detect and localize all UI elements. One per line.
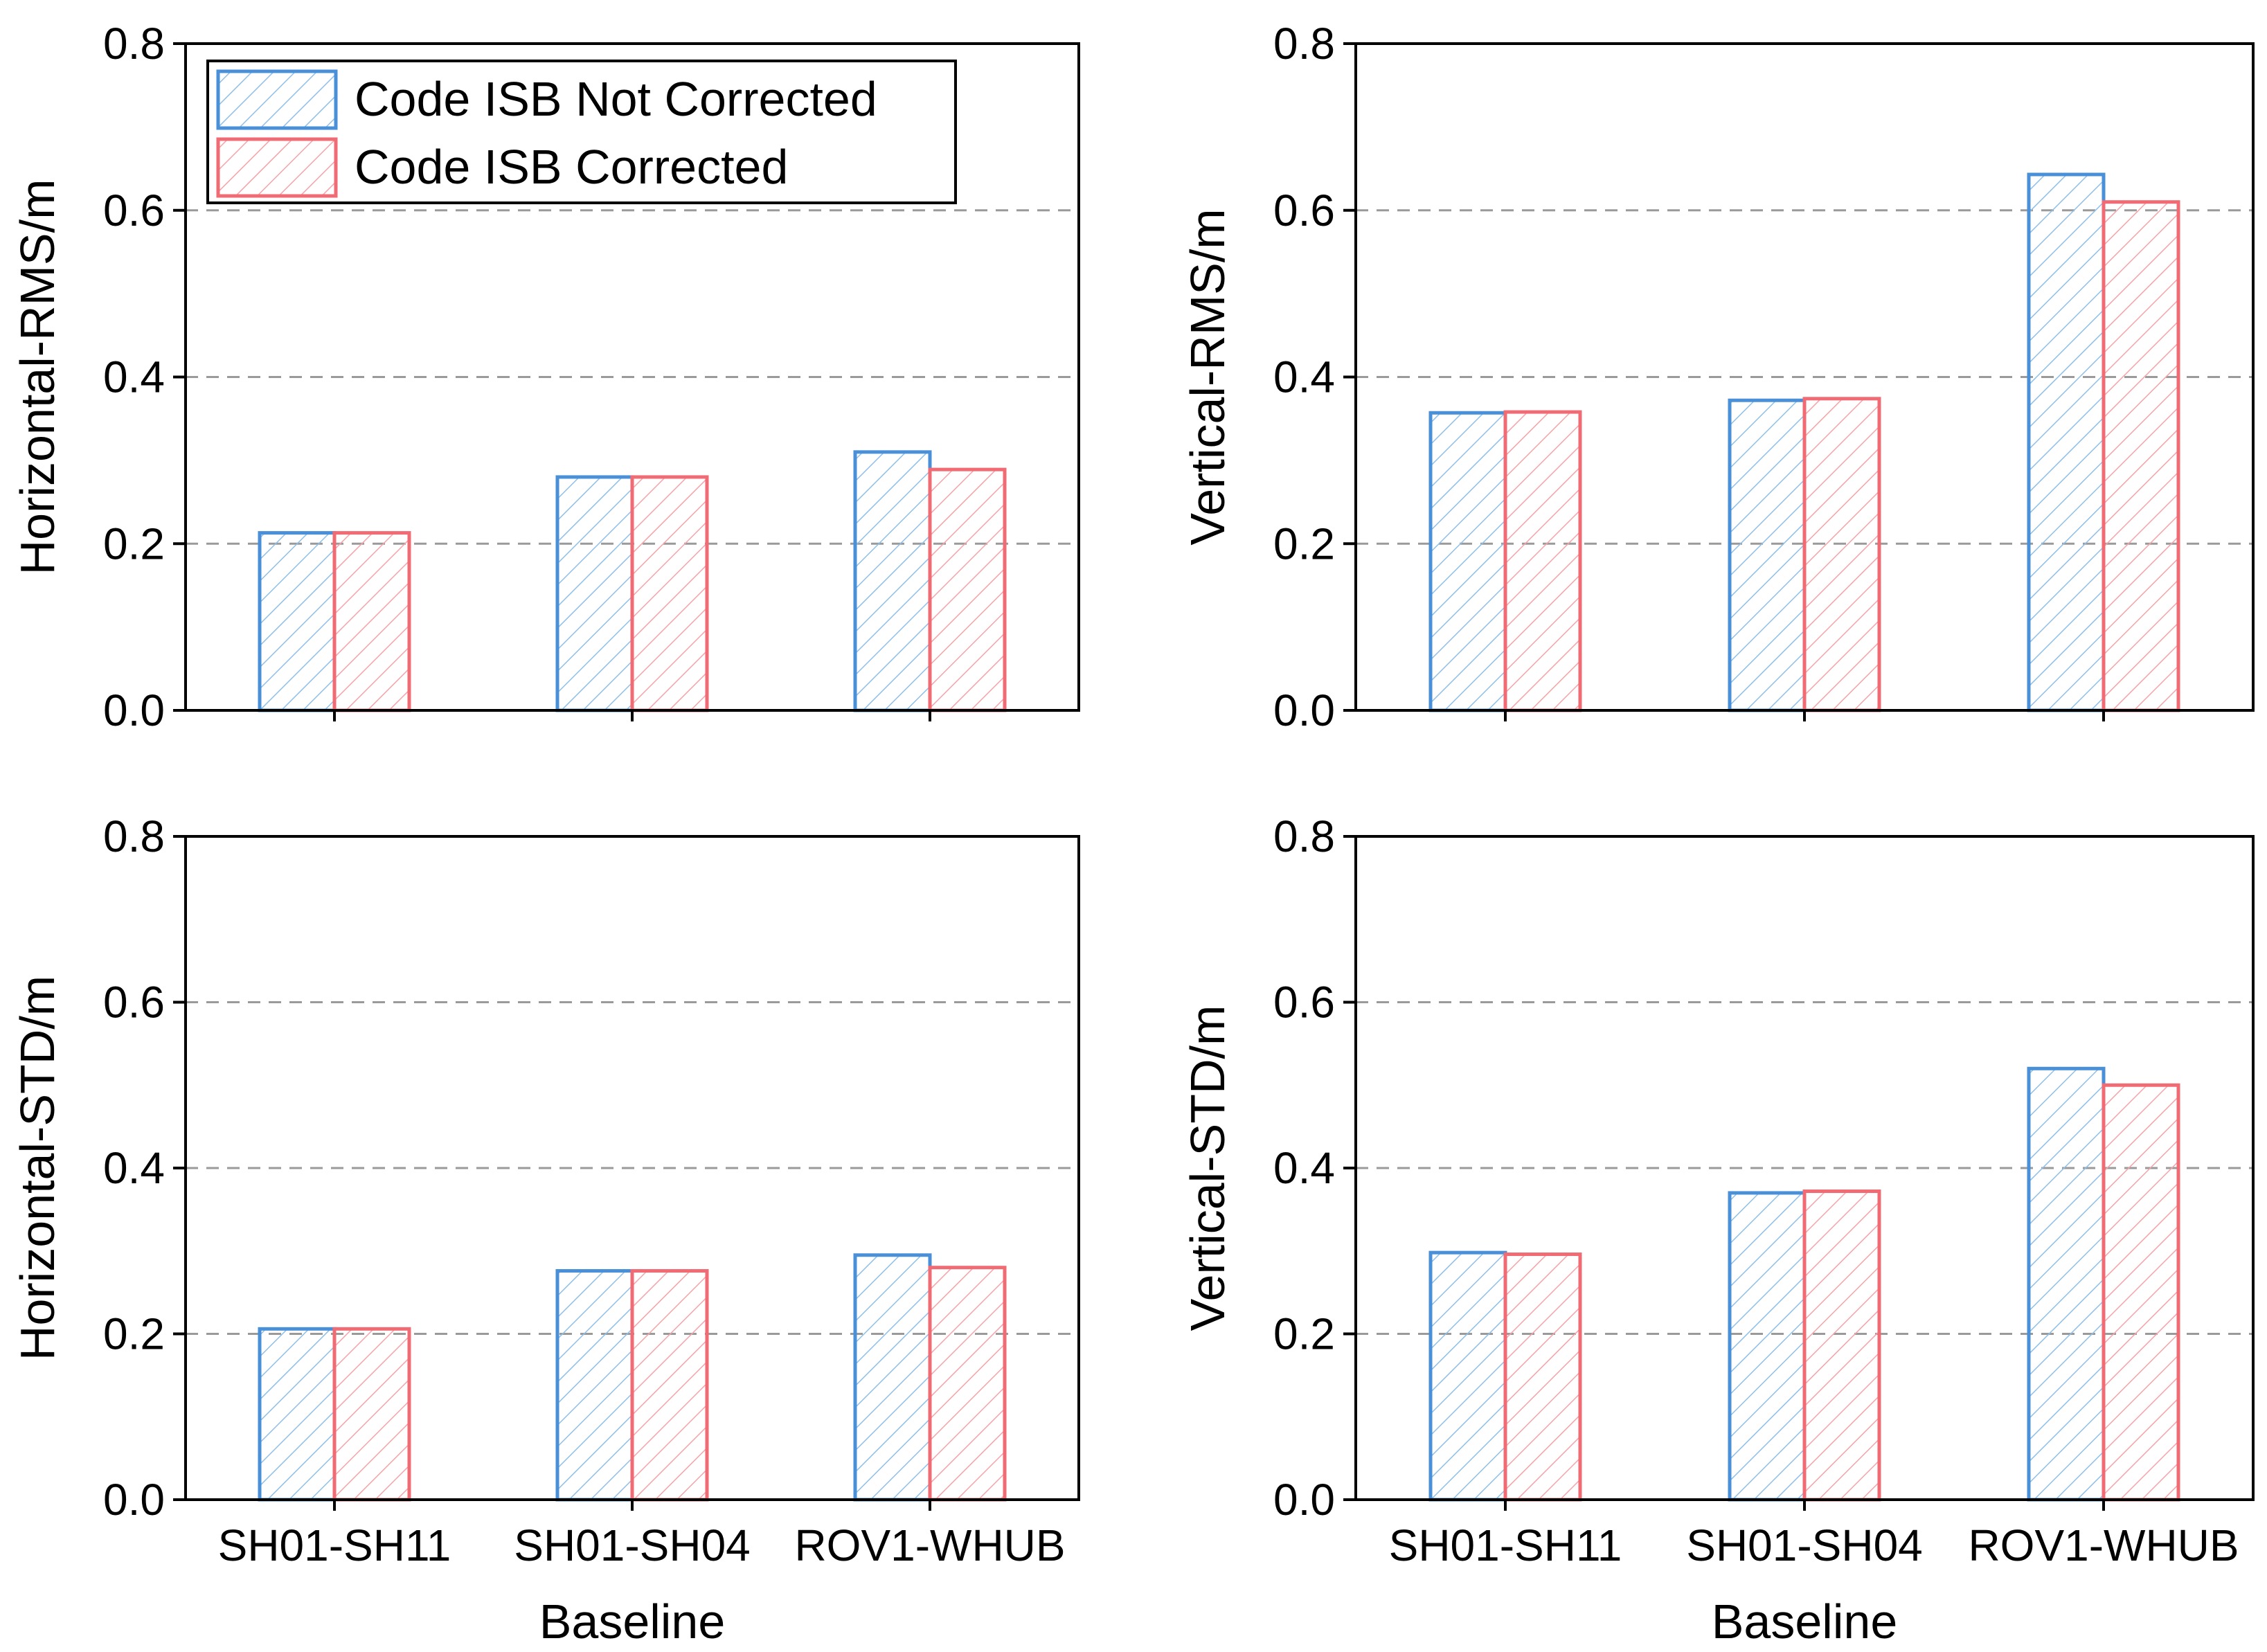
- bar-not-corrected-sh01-sh11: [258, 531, 337, 712]
- bar-not-corrected-rov1-whub: [2027, 172, 2106, 712]
- bar-not-corrected-rov1-whub: [853, 1253, 932, 1502]
- y-tick-label: 0.4: [1273, 1143, 1335, 1193]
- y-axis-title: Horizontal-RMS/m: [10, 179, 64, 575]
- x-tick-label: SH01-SH04: [1686, 1520, 1923, 1570]
- bar-corrected-sh01-sh11: [1503, 410, 1582, 712]
- bar-corrected-rov1-whub: [2102, 200, 2180, 712]
- y-tick-label: 0.6: [1273, 186, 1335, 235]
- y-tick-label: 0.6: [103, 186, 165, 235]
- legend-label: Code ISB Not Corrected: [355, 72, 877, 126]
- bar-corrected-rov1-whub: [928, 467, 1007, 712]
- bar-not-corrected-rov1-whub: [853, 450, 932, 712]
- x-tick-label: SH01-SH04: [514, 1520, 751, 1570]
- y-tick-label: 0.0: [1273, 1475, 1335, 1525]
- bar-corrected-sh01-sh11: [332, 531, 411, 712]
- y-tick-label: 0.4: [103, 1143, 165, 1193]
- y-tick-label: 0.6: [103, 978, 165, 1027]
- y-axis-title: Horizontal-STD/m: [10, 976, 64, 1361]
- bar-not-corrected-sh01-sh04: [1728, 1191, 1807, 1502]
- y-tick-label: 0.8: [1273, 19, 1335, 69]
- y-tick-label: 0.6: [1273, 978, 1335, 1027]
- bar-corrected-sh01-sh04: [630, 475, 709, 712]
- y-axis-title: Vertical-STD/m: [1181, 1005, 1235, 1331]
- bar-not-corrected-sh01-sh04: [555, 1268, 634, 1502]
- y-tick-label: 0.2: [103, 1309, 165, 1359]
- bar-not-corrected-sh01-sh11: [1428, 411, 1507, 712]
- y-tick-label: 0.4: [103, 352, 165, 402]
- bar-corrected-sh01-sh04: [630, 1268, 709, 1502]
- bar-corrected-sh01-sh11: [1503, 1253, 1582, 1502]
- chart-panel-bottom-right: 0.0 0.2 0.4 0.6 0.8 SH01-SH11 SH01-SH04 ROV1-WH…: [1181, 811, 2255, 1649]
- legend: Code ISB Not Corrected Code ISB Corrected: [206, 60, 957, 204]
- y-tick-label: 0.2: [103, 519, 165, 568]
- bar-corrected-sh01-sh04: [1802, 397, 1881, 712]
- y-axis-title: Vertical-RMS/m: [1181, 208, 1235, 545]
- y-tick-label: 0.0: [1273, 685, 1335, 735]
- y-tick-label: 0.8: [1273, 811, 1335, 861]
- bar-corrected-sh01-sh11: [332, 1327, 411, 1502]
- y-tick-label: 0.8: [103, 811, 165, 861]
- chart-panel-top-left: 0.0 0.2 0.4 0.6 0.8 Horizontal-RMS/m: [10, 19, 1080, 735]
- bar-not-corrected-rov1-whub: [2027, 1066, 2106, 1502]
- x-axis-title: Baseline: [539, 1595, 726, 1649]
- y-tick-label: 0.4: [1273, 352, 1335, 402]
- legend-swatch-not-corrected: [216, 69, 338, 130]
- y-tick-label: 0.0: [103, 685, 165, 735]
- bar-not-corrected-sh01-sh11: [1428, 1250, 1507, 1502]
- x-tick-label: ROV1-WHUB: [1968, 1520, 2239, 1570]
- y-tick-label: 0.2: [1273, 1309, 1335, 1359]
- bar-not-corrected-sh01-sh04: [555, 475, 634, 712]
- legend-swatch-corrected: [216, 137, 338, 198]
- y-tick-label: 0.8: [103, 19, 165, 69]
- x-axis-title: Baseline: [1712, 1595, 1898, 1649]
- x-tick-label: ROV1-WHUB: [794, 1520, 1065, 1570]
- bar-corrected-rov1-whub: [2102, 1083, 2180, 1502]
- legend-label: Code ISB Corrected: [355, 140, 788, 194]
- bar-not-corrected-sh01-sh11: [258, 1327, 337, 1502]
- x-tick-label: SH01-SH11: [218, 1520, 451, 1570]
- x-tick-label: SH01-SH11: [1389, 1520, 1622, 1570]
- chart-panel-top-right: 0.0 0.2 0.4 0.6 0.8 Vertical-RMS/m: [1181, 19, 2255, 735]
- y-tick-label: 0.0: [103, 1475, 165, 1525]
- chart-panel-bottom-left: 0.0 0.2 0.4 0.6 0.8 SH01-SH11 SH01-SH04 ROV1-WH…: [10, 811, 1080, 1649]
- y-tick-label: 0.2: [1273, 519, 1335, 568]
- bar-corrected-sh01-sh04: [1802, 1189, 1881, 1502]
- bar-not-corrected-sh01-sh04: [1728, 398, 1807, 712]
- bar-corrected-rov1-whub: [928, 1266, 1007, 1502]
